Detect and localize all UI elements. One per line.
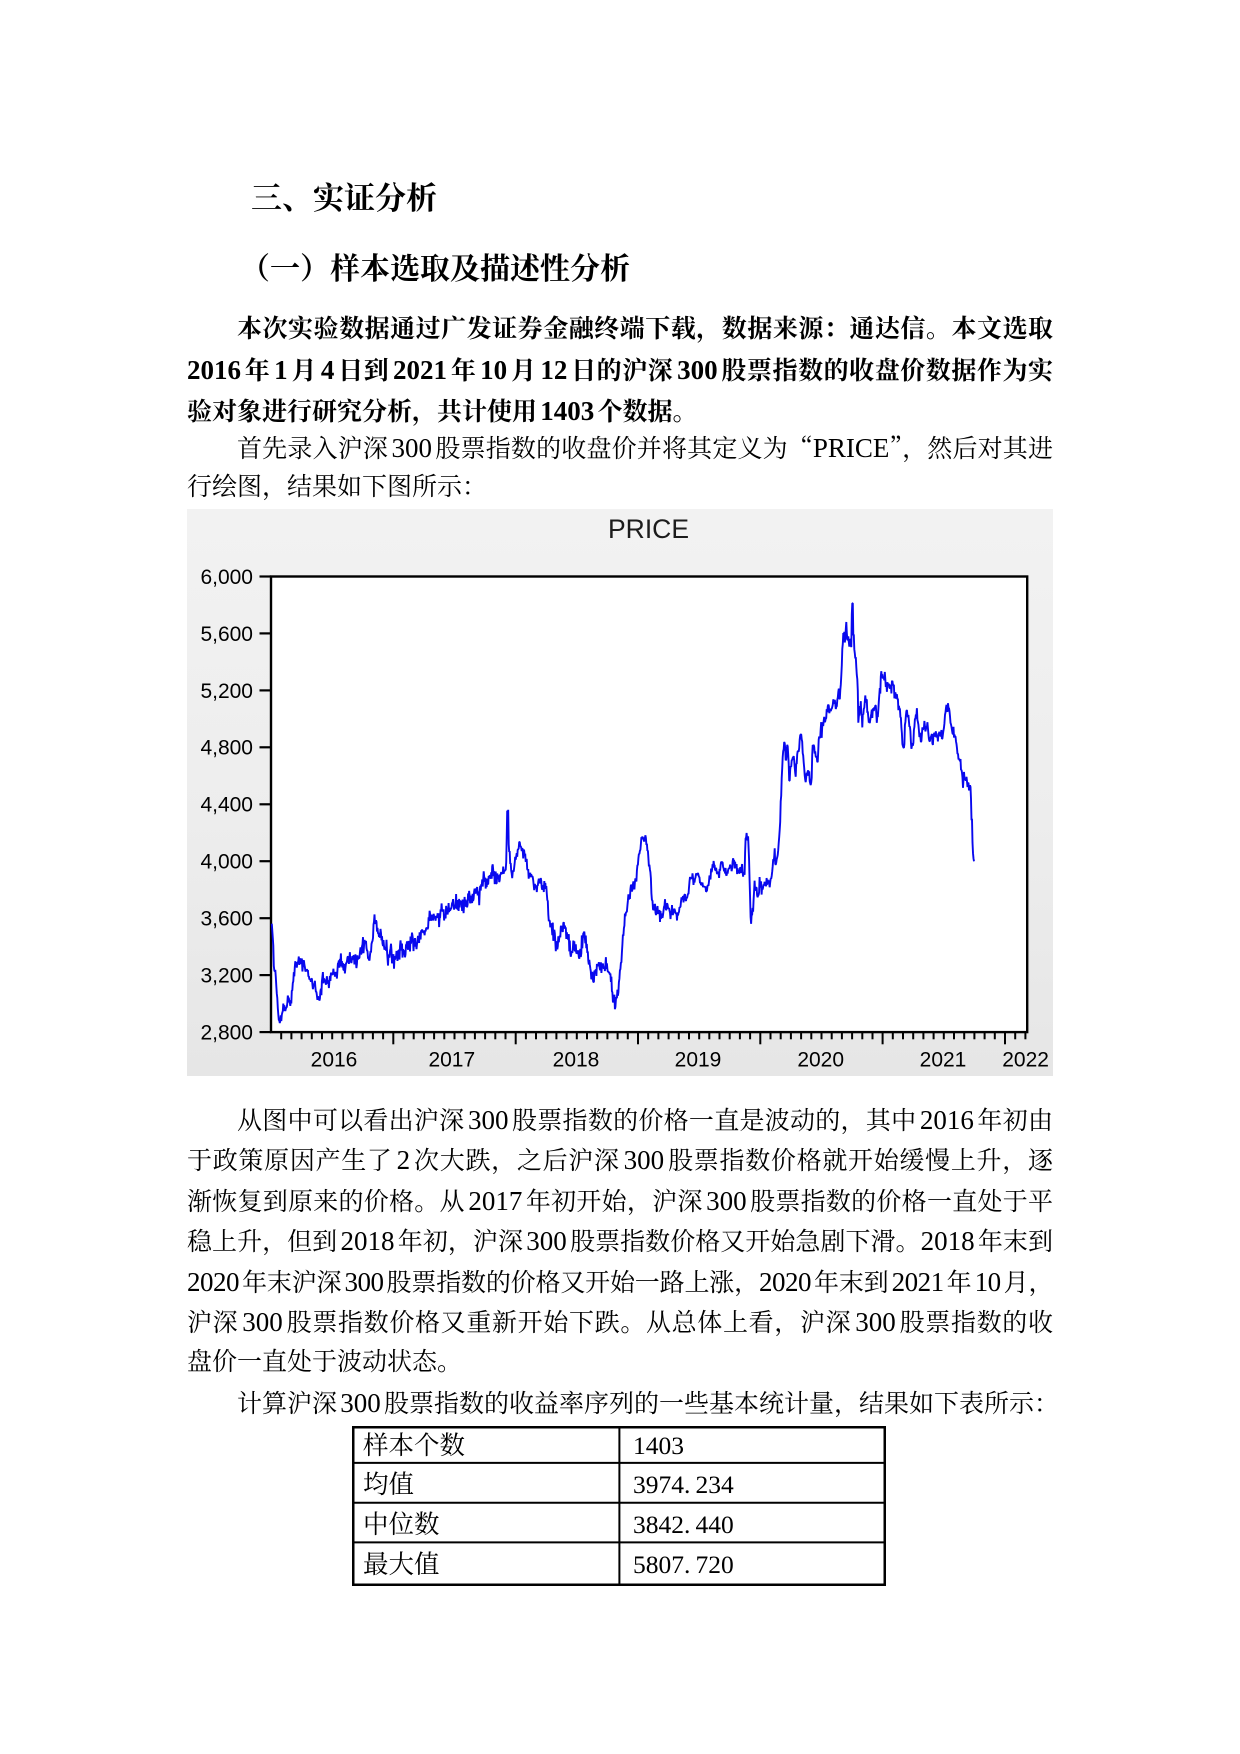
svg-text:2020: 2020 xyxy=(797,1049,844,1072)
svg-text:4,800: 4,800 xyxy=(200,737,253,760)
svg-text:2018: 2018 xyxy=(553,1049,600,1072)
svg-text:5,600: 5,600 xyxy=(200,623,253,646)
svg-text:3,600: 3,600 xyxy=(200,908,253,931)
svg-text:4,000: 4,000 xyxy=(200,851,253,874)
svg-text:2022: 2022 xyxy=(1002,1049,1049,1072)
svg-text:5,200: 5,200 xyxy=(200,680,253,703)
svg-text:2,800: 2,800 xyxy=(200,1022,253,1045)
svg-text:2021: 2021 xyxy=(920,1049,967,1072)
svg-text:2019: 2019 xyxy=(675,1049,722,1072)
svg-text:2017: 2017 xyxy=(428,1049,475,1072)
svg-text:6,000: 6,000 xyxy=(200,566,253,589)
svg-text:PRICE: PRICE xyxy=(608,514,689,544)
svg-text:4,400: 4,400 xyxy=(200,794,253,817)
svg-text:3,200: 3,200 xyxy=(200,965,253,988)
svg-text:2016: 2016 xyxy=(311,1049,358,1072)
